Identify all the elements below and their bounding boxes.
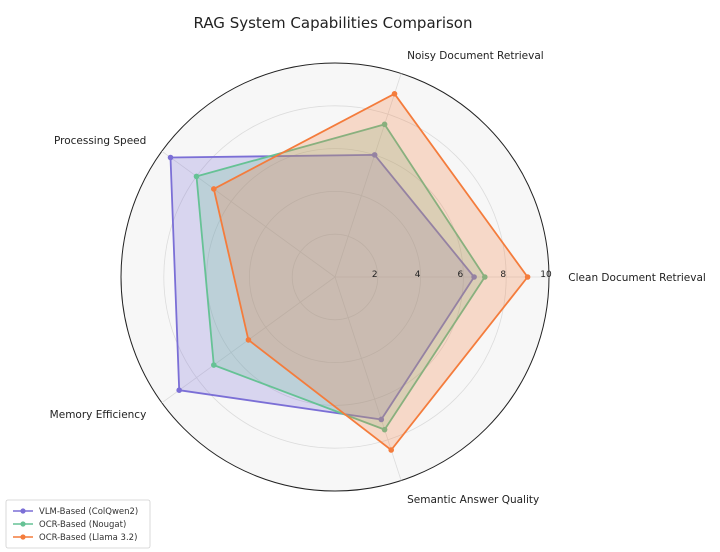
- tick-label-2: 2: [372, 270, 378, 280]
- series-fill-1: [196, 124, 485, 430]
- legend-label-0: VLM-Based (ColQwen2): [39, 507, 138, 517]
- tick-label-8: 8: [500, 270, 506, 280]
- series-point-2-1: [391, 91, 398, 97]
- series-line-2: [212, 92, 529, 451]
- series-line-0: [169, 153, 476, 421]
- spoke-4: [334, 276, 402, 481]
- series-point-1-1: [381, 121, 388, 128]
- tick-label-6: 6: [458, 270, 464, 280]
- spoke-2: [161, 150, 336, 278]
- chart-title: RAG System Capabilities Comparison: [194, 14, 473, 32]
- tick-label-10: 10: [540, 270, 552, 280]
- tick-label-4: 4: [415, 270, 421, 280]
- legend-label-2: OCR-Based (Llama 3.2): [39, 533, 137, 543]
- legend: VLM-Based (ColQwen2) OCR-Based (Nougat) OC…: [5, 499, 151, 549]
- radial-ticks: 2 4 6 8 10: [372, 270, 552, 280]
- series-point-2-3: [245, 337, 252, 343]
- axis-label-1: Noisy Document Retrieval: [407, 50, 544, 62]
- spoke-1: [334, 73, 402, 278]
- series-point-1-0: [482, 274, 488, 280]
- axis-labels: Clean Document Retrieval Noisy Document R…: [50, 50, 706, 506]
- legend-marker-0: [20, 508, 26, 514]
- series-fill-2: [213, 93, 528, 451]
- series-point-0-1: [371, 152, 378, 158]
- series-fill-0: [170, 154, 475, 420]
- series-point-1-3: [211, 362, 217, 368]
- series-line-1: [195, 123, 486, 431]
- series-point-0-4: [378, 416, 385, 423]
- series-point-1-4: [381, 426, 388, 433]
- axis-label-4: Semantic Answer Quality: [407, 494, 539, 506]
- legend-label-1: OCR-Based (Nougat): [39, 520, 126, 530]
- legend-marker-2: [20, 534, 26, 540]
- series-point-0-2: [167, 154, 174, 161]
- series-point-2-2: [211, 186, 217, 192]
- series-point-0-0: [471, 274, 477, 280]
- series-point-2-4: [388, 447, 395, 453]
- axis-label-3: Memory Efficiency: [50, 409, 147, 421]
- axis-label-2: Processing Speed: [54, 135, 146, 147]
- series-point-0-3: [176, 387, 182, 394]
- series-point-2-0: [524, 274, 531, 280]
- axis-label-0: Clean Document Retrieval: [568, 272, 706, 284]
- series-layer: [167, 91, 531, 453]
- series-point-1-2: [193, 173, 200, 180]
- legend-marker-1: [20, 521, 26, 527]
- legend-box: [5, 499, 151, 549]
